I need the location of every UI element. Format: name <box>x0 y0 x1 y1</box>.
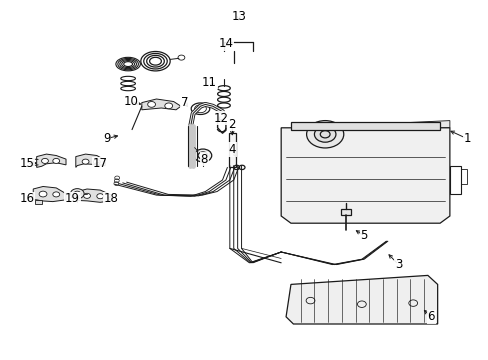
Text: 14: 14 <box>218 37 233 50</box>
Polygon shape <box>295 121 449 130</box>
Circle shape <box>53 158 60 163</box>
Bar <box>341 209 350 215</box>
Text: 5: 5 <box>360 229 367 242</box>
Circle shape <box>70 189 84 199</box>
Polygon shape <box>76 154 105 167</box>
Text: 16: 16 <box>20 192 34 205</box>
Text: 7: 7 <box>181 96 188 109</box>
Polygon shape <box>35 200 41 204</box>
Circle shape <box>97 194 103 199</box>
Text: 9: 9 <box>102 132 110 145</box>
Text: 8: 8 <box>200 153 208 166</box>
Text: 18: 18 <box>104 192 119 205</box>
Circle shape <box>306 121 343 148</box>
Circle shape <box>82 159 89 164</box>
Text: 1: 1 <box>462 132 470 145</box>
Circle shape <box>83 193 90 198</box>
Circle shape <box>194 149 211 162</box>
Circle shape <box>39 191 47 197</box>
Text: 2: 2 <box>228 118 236 131</box>
Text: 3: 3 <box>394 258 402 271</box>
Bar <box>460 169 466 184</box>
Polygon shape <box>33 186 66 202</box>
Text: 11: 11 <box>202 76 216 89</box>
Text: 13: 13 <box>231 10 245 23</box>
Bar <box>290 122 439 130</box>
Polygon shape <box>142 99 181 110</box>
Circle shape <box>74 191 81 196</box>
Text: 12: 12 <box>213 112 228 125</box>
Circle shape <box>164 103 172 109</box>
Text: 17: 17 <box>93 157 107 170</box>
Circle shape <box>53 192 60 197</box>
Circle shape <box>147 102 155 107</box>
Circle shape <box>314 126 335 142</box>
Polygon shape <box>37 154 66 167</box>
Text: 4: 4 <box>228 143 236 156</box>
Text: 19: 19 <box>65 192 80 205</box>
Polygon shape <box>77 189 111 202</box>
Text: 6: 6 <box>427 310 434 323</box>
Circle shape <box>41 158 48 163</box>
Bar <box>449 166 460 194</box>
Bar <box>228 133 235 167</box>
Polygon shape <box>285 275 437 324</box>
Text: 10: 10 <box>123 95 138 108</box>
Text: 15: 15 <box>20 157 34 170</box>
Polygon shape <box>281 128 449 223</box>
Circle shape <box>93 159 100 165</box>
